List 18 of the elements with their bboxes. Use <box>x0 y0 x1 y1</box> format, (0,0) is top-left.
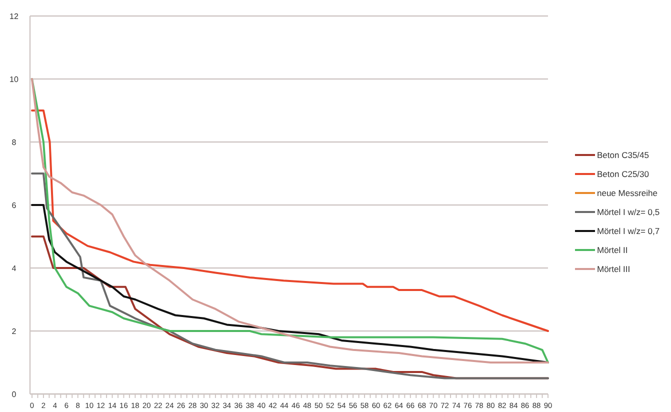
y-tick-label: 12 <box>10 12 19 21</box>
legend-label: neue Messreihe <box>597 188 658 198</box>
legend-label: Beton C25/30 <box>597 169 650 179</box>
legend-label: Mörtel III <box>597 264 630 274</box>
line-series <box>31 172 549 380</box>
line-series <box>31 110 549 332</box>
line-series <box>31 204 549 364</box>
y-tick-label: 6 <box>12 201 17 210</box>
legend-label: Mörtel II <box>597 245 628 255</box>
line-series <box>31 78 549 364</box>
y-tick-label: 2 <box>12 327 17 336</box>
legend-label: Beton C35/45 <box>597 150 650 160</box>
y-tick-label: 10 <box>10 75 19 84</box>
y-tick-label: 8 <box>12 138 17 147</box>
legend-label: Mörtel I w/z= 0,7 <box>597 226 660 236</box>
legend-label: Mörtel I w/z= 0,5 <box>597 207 660 217</box>
y-tick-label: 4 <box>12 264 17 273</box>
y-tick-label: 0 <box>12 390 17 399</box>
